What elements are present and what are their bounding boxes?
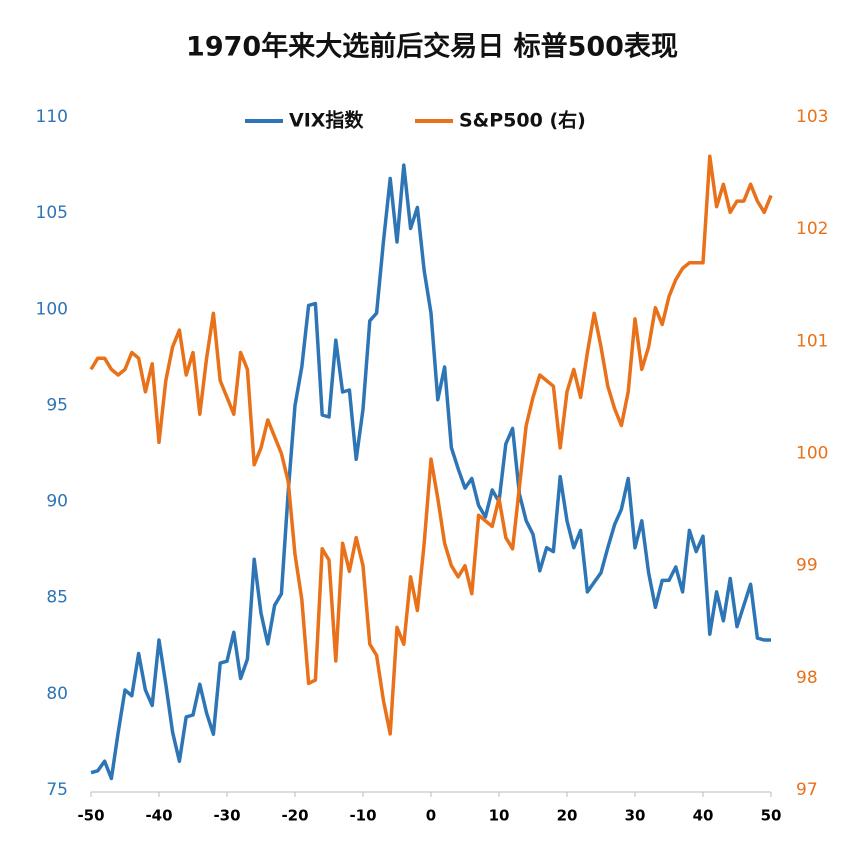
x-tick-label: 50 bbox=[761, 807, 782, 825]
line-series bbox=[90, 163, 771, 781]
y-tick-label: 75 bbox=[46, 780, 68, 800]
y-tick-label: 80 bbox=[46, 684, 68, 704]
y2-tick-label: 102 bbox=[796, 219, 828, 239]
line-series bbox=[89, 154, 773, 736]
legend-label: VIX指数 bbox=[289, 109, 364, 132]
x-tick-label: -20 bbox=[281, 807, 308, 825]
x-tick-label: -50 bbox=[77, 807, 104, 825]
y2-tick-label: 98 bbox=[796, 668, 818, 688]
x-tick-label: 10 bbox=[489, 807, 510, 825]
x-tick-label: 20 bbox=[557, 807, 578, 825]
x-tick-label: 0 bbox=[426, 807, 436, 825]
y-tick-label: 100 bbox=[36, 299, 68, 319]
y2-tick-label: 101 bbox=[796, 331, 828, 351]
y2-tick-label: 97 bbox=[796, 780, 818, 800]
y-tick-label: 105 bbox=[36, 203, 68, 223]
x-tick-label: -30 bbox=[213, 807, 240, 825]
x-tick-label: 40 bbox=[693, 807, 714, 825]
y-tick-label: 110 bbox=[36, 107, 68, 127]
y2-tick-label: 99 bbox=[796, 556, 818, 576]
y-tick-label: 90 bbox=[46, 492, 68, 512]
x-tick-label: 30 bbox=[625, 807, 646, 825]
x-tick-label: -40 bbox=[145, 807, 172, 825]
y2-tick-label: 103 bbox=[796, 107, 828, 127]
y-tick-label: 95 bbox=[46, 395, 68, 415]
chart-title: 1970年来大选前后交易日 标普500表现 bbox=[186, 31, 678, 63]
x-tick-label: -10 bbox=[349, 807, 376, 825]
y-tick-label: 85 bbox=[46, 588, 68, 608]
legend-label: S&P500 (右) bbox=[459, 109, 586, 132]
y2-tick-label: 100 bbox=[796, 444, 828, 464]
